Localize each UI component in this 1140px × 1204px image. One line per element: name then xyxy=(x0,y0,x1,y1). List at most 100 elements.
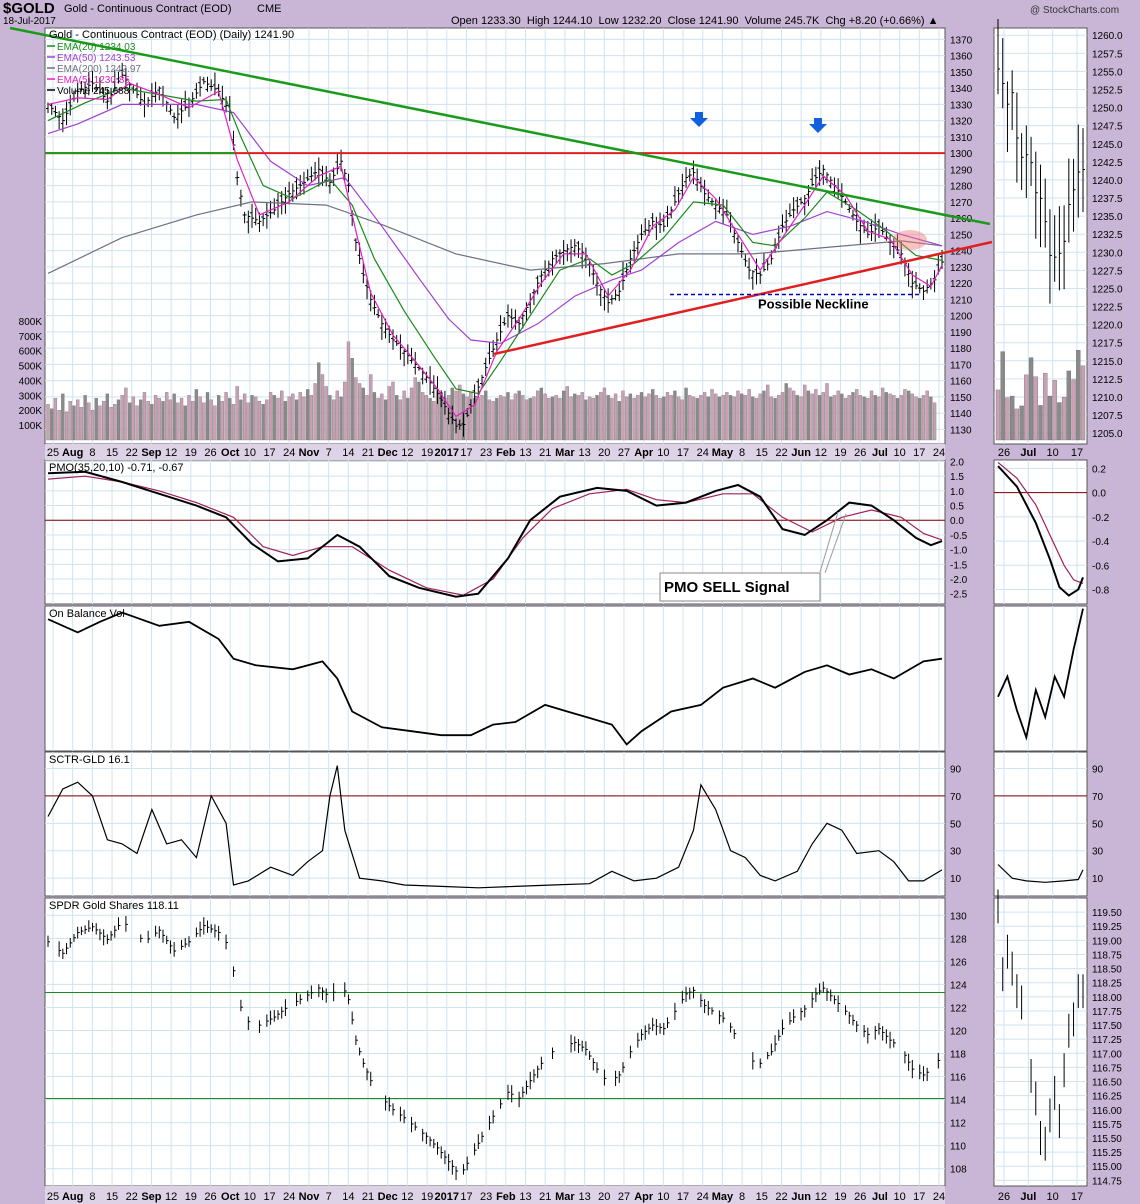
x-tick-label: Dec xyxy=(378,1191,398,1203)
volume-bar xyxy=(791,390,796,441)
pmo-inset-signal-line xyxy=(997,461,1084,584)
inset-volume-bar xyxy=(1028,357,1034,441)
pmo-panel-title: PMO(35,20,10) -0.71, -0.67 xyxy=(49,462,184,474)
volume-bar xyxy=(532,396,536,441)
volume-bar xyxy=(691,396,696,441)
pmo-callout-box xyxy=(659,572,821,602)
volume-bar xyxy=(866,398,870,441)
volume-bar xyxy=(354,377,358,441)
x-tick-label: 17 xyxy=(913,447,925,459)
volume-bar xyxy=(643,396,647,441)
volume-bar xyxy=(536,390,540,441)
inset-volume-bar xyxy=(1071,379,1076,441)
volume-bar xyxy=(932,402,937,441)
volume-bar xyxy=(576,395,581,441)
sctr-inset-y-tick: 50 xyxy=(1092,819,1104,830)
volume-bar xyxy=(458,384,462,441)
volume-bar xyxy=(914,396,918,441)
volume-bar xyxy=(888,393,892,441)
high-label: High xyxy=(526,15,550,27)
pmo-inset-y-tick: -0.6 xyxy=(1092,561,1110,572)
x-tick-label: 24 xyxy=(283,447,295,459)
x-tick-label: Jul xyxy=(872,447,888,459)
pmo-y-tick: 0.5 xyxy=(950,502,964,513)
volume-bar xyxy=(740,393,744,441)
x-tick-label: 10 xyxy=(244,447,256,459)
volume-bar xyxy=(855,389,859,441)
x-tick-label: 25 xyxy=(47,1191,59,1203)
volume-bar xyxy=(94,398,98,441)
volume-bar xyxy=(721,395,725,441)
gld-y-tick: 114 xyxy=(950,1096,966,1107)
x-tick-label: 24 xyxy=(697,1191,709,1203)
volume-bar xyxy=(769,396,773,441)
obv-line xyxy=(47,611,943,746)
volume-bar xyxy=(832,395,837,441)
volume-bar xyxy=(343,381,347,441)
volume-bar xyxy=(695,398,699,441)
x-tick-label: 24 xyxy=(697,447,709,459)
volume-bar xyxy=(743,395,748,441)
volume-bar xyxy=(172,393,176,441)
inset-x-tick-label: 26 xyxy=(998,447,1010,459)
volume-y-tick: 800K xyxy=(19,317,43,328)
volume-bar xyxy=(606,395,610,441)
price-inset-y-tick: 1245.0 xyxy=(1092,140,1123,151)
pmo-y-tick: 1.0 xyxy=(950,487,964,498)
volume-bar xyxy=(625,396,629,441)
volume-bar xyxy=(328,395,332,441)
ema5-line xyxy=(47,82,943,418)
volume-bar xyxy=(109,407,113,441)
volume-bar xyxy=(591,398,595,441)
x-tick-label: 17 xyxy=(913,1191,925,1203)
volume-bar xyxy=(547,398,551,441)
x-tick-label: Jun xyxy=(791,1191,811,1203)
volume-bar xyxy=(884,392,888,441)
high-value: 1244.10 xyxy=(552,15,593,27)
x-tick-label: 8 xyxy=(89,1191,95,1203)
volume-bar xyxy=(302,396,306,441)
down-arrow-icon xyxy=(690,112,708,127)
pmo-y-tick: -2.0 xyxy=(950,575,968,586)
volume-bar xyxy=(421,392,425,441)
x-tick-label: 17 xyxy=(460,447,472,459)
volume-bar xyxy=(131,396,135,441)
volume-bar xyxy=(903,389,907,441)
price-y-tick: 1300 xyxy=(950,149,973,160)
volume-bar xyxy=(632,398,636,441)
price-inset-y-tick: 1222.5 xyxy=(1092,303,1123,314)
gld-inset-y-tick: 118.50 xyxy=(1092,965,1122,976)
x-tick-label: 15 xyxy=(106,1191,118,1203)
volume-bar xyxy=(810,393,814,441)
x-tick-label: Sep xyxy=(141,447,161,459)
volume-bar xyxy=(595,395,599,441)
volume-bar xyxy=(272,395,276,441)
volume-bar xyxy=(265,399,269,441)
price-y-tick: 1280 xyxy=(950,182,973,193)
x-tick-label: Oct xyxy=(221,1191,240,1203)
volume-bar xyxy=(773,398,777,441)
chg-value: +8.20 (+0.66%) xyxy=(848,15,925,27)
volume-bar xyxy=(146,401,150,441)
x-tick-label: 24 xyxy=(933,1191,945,1203)
x-tick-label: 8 xyxy=(739,447,745,459)
volume-bar xyxy=(83,395,87,441)
volume-bar xyxy=(142,392,147,441)
x-tick-label: 26 xyxy=(204,447,216,459)
volume-y-tick: 400K xyxy=(19,376,43,387)
uptrend-line xyxy=(493,240,993,356)
x-tick-label: 10 xyxy=(893,447,905,459)
volume-bar xyxy=(90,410,95,441)
volume-bar xyxy=(754,398,759,441)
gld-y-tick: 122 xyxy=(950,1003,967,1014)
volume-bar xyxy=(409,387,414,441)
volume-bar xyxy=(120,395,124,441)
gld-inset-y-tick: 119.00 xyxy=(1092,936,1122,947)
volume-bar xyxy=(665,392,670,441)
gld-inset-y-tick: 115.00 xyxy=(1092,1162,1122,1173)
volume-bar xyxy=(669,395,673,441)
volume-bar xyxy=(417,381,421,441)
sctr-inset-y-tick: 30 xyxy=(1092,847,1104,858)
x-tick-label: Feb xyxy=(496,1191,516,1203)
volume-bar xyxy=(53,398,58,441)
